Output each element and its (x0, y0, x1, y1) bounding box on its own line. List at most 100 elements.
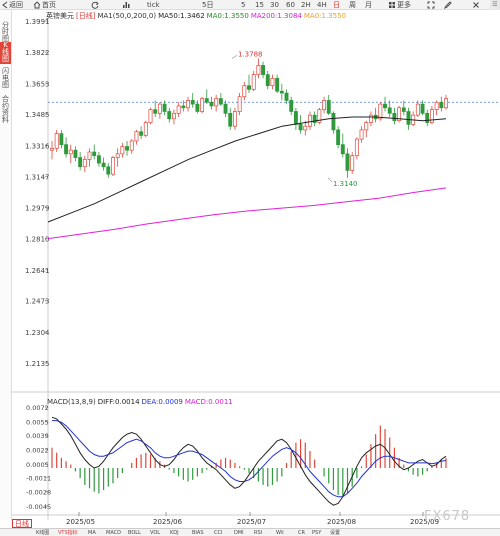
period-4h[interactable]: 4H (317, 1, 327, 9)
home-icon (33, 1, 41, 9)
candle-body (434, 101, 439, 110)
candle-body (308, 114, 312, 127)
candle-body (354, 138, 359, 157)
bar-chart-icon[interactable] (122, 0, 130, 10)
period-60[interactable]: 60 (286, 1, 295, 9)
price-tick-label: 1.3147 (25, 174, 50, 182)
legend-macd-dea: DEA:0.0009 (141, 398, 183, 406)
indicator-tab-10[interactable]: RSI (254, 530, 263, 536)
indicator-tab-4[interactable]: BOLL (128, 530, 141, 536)
candle-body (204, 98, 209, 103)
back-button[interactable]: 返回 (2, 0, 23, 10)
candle-body (214, 98, 219, 107)
indicator-tab-8[interactable]: CCI (214, 530, 223, 536)
sidebar-item-2[interactable]: 闪电图 (2, 67, 9, 89)
candle-body (73, 149, 78, 158)
candle-body (68, 149, 73, 155)
indicator-tab-13[interactable]: PSY (312, 530, 322, 536)
candle-body (176, 105, 181, 114)
period-month[interactable]: 月 (365, 1, 372, 9)
candle-body (420, 103, 425, 114)
indicator-tab-2[interactable]: MA (88, 530, 96, 536)
candle-body (401, 107, 406, 112)
candle-body (406, 111, 411, 125)
candle-body (256, 65, 261, 75)
candle-body (378, 103, 383, 120)
indicator-tab-1[interactable]: VTS指标 (58, 530, 78, 536)
indicator-tab-11[interactable]: Wil (276, 530, 284, 536)
candle-body (340, 144, 345, 155)
grid-icon (389, 2, 395, 8)
period-week[interactable]: 周 (349, 1, 356, 9)
candle-body (181, 105, 186, 109)
high-marker-label: 1.3788 (238, 50, 263, 58)
legend-period: [日线] (76, 12, 96, 20)
legend-macd-name: MACD(13,8,9) (47, 398, 96, 406)
period-30[interactable]: 30 (270, 1, 279, 9)
fullscreen-icon[interactable] (427, 0, 435, 10)
candle-body (284, 92, 289, 101)
price-tick-label: 1.2473 (25, 298, 50, 306)
candle-body (392, 112, 397, 122)
macd-tick-label: -0.0028 (26, 489, 51, 497)
candle-body (162, 103, 167, 112)
indicator-tab-14[interactable]: 设置 (330, 530, 341, 536)
candle-body (190, 100, 195, 105)
candle-body (303, 125, 308, 131)
window-menu-icon[interactable]: ☰ (490, 0, 500, 10)
indicator-tab-7[interactable]: BIAS (192, 530, 204, 536)
indicator-tab-6[interactable]: KDJ (170, 530, 179, 536)
more-button[interactable]: 更多 (388, 0, 411, 10)
indicator-tab-12[interactable]: CR (298, 530, 305, 536)
indicator-tab-9[interactable]: DMI (234, 530, 244, 536)
candle-body (439, 101, 444, 109)
candle-body (157, 103, 162, 114)
period-5day[interactable]: 5日 (202, 1, 214, 9)
period-15[interactable]: 15 (255, 1, 264, 9)
macd-tick-label: -0.0011 (26, 474, 51, 482)
candle-body (78, 157, 83, 168)
indicator-tab-3[interactable]: MACD (106, 530, 121, 536)
macd-tick-label: 0.0039 (26, 432, 49, 440)
candle-body (326, 100, 331, 114)
legend-macd-value: MACD:0.0011 (184, 398, 233, 406)
period-5[interactable]: 5 (241, 1, 246, 9)
pen-icon[interactable] (444, 0, 452, 10)
candle-body (87, 151, 92, 160)
candle-body (101, 162, 106, 168)
refresh-icon[interactable] (91, 0, 99, 10)
candle-body (251, 74, 256, 90)
candle-body (167, 111, 172, 120)
candle-body (350, 155, 355, 171)
high-marker-pointer (231, 55, 238, 59)
candle-body (345, 153, 350, 171)
sidebar-item-0[interactable]: 分时图 (2, 21, 9, 43)
candle-body (336, 129, 341, 145)
ma50-line (47, 116, 447, 223)
sidebar: 分时图 K线图闪电图合约资料 (0, 10, 12, 520)
sidebar-item-3[interactable]: 合约资料 (2, 95, 9, 124)
candle-body (289, 100, 294, 112)
back-arrow-icon (2, 1, 8, 9)
indicator-tab-5[interactable]: VOL (150, 530, 161, 536)
legend-symbol: 英镑美元 (46, 12, 74, 20)
period-tick[interactable]: tick (147, 1, 160, 9)
candle-body (228, 112, 233, 127)
home-button[interactable]: 首页 (33, 0, 56, 10)
macd-tick-label: 0.0055 (26, 418, 49, 426)
period-2h[interactable]: 2H (301, 1, 311, 9)
sidebar-item-1[interactable]: K线图 (0, 41, 11, 64)
candle-body (322, 100, 326, 110)
price-tick-label: 1.2135 (25, 360, 50, 368)
candle-body (279, 90, 284, 94)
candle-body (134, 131, 139, 142)
candle-body (139, 131, 144, 136)
indicator-tab-0[interactable]: K线图 (36, 530, 50, 536)
candle-body (425, 112, 430, 123)
macd-tick-label: 0.0022 (26, 446, 49, 454)
close-icon[interactable] (472, 0, 480, 10)
price-tick-label: 1.2979 (25, 204, 50, 212)
period-day[interactable]: 日 (333, 1, 340, 9)
period-tab[interactable]: 日线 (12, 519, 32, 528)
